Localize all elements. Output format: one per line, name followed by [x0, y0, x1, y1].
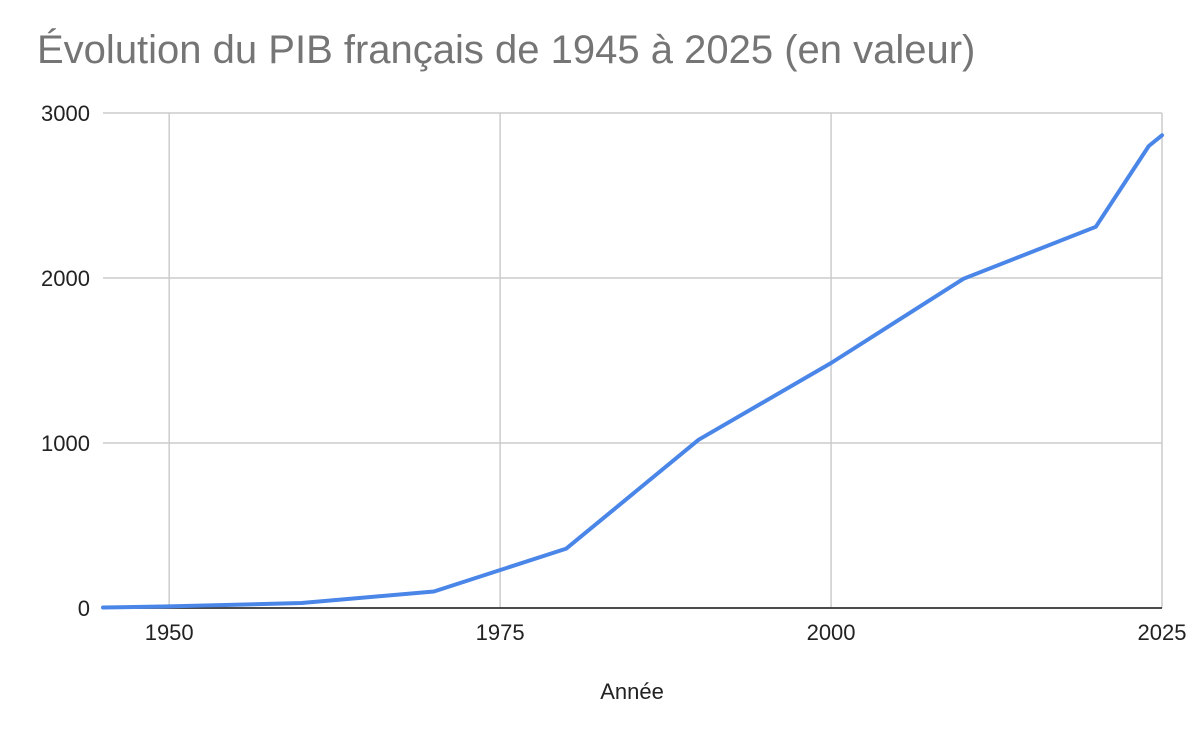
- chart-title: Évolution du PIB français de 1945 à 2025…: [37, 28, 976, 72]
- x-axis-title: Année: [600, 679, 664, 704]
- x-tick-label: 1950: [145, 620, 194, 645]
- y-tick-label: 1000: [41, 431, 90, 456]
- x-tick-label: 2025: [1138, 620, 1187, 645]
- x-tick-label: 1975: [476, 620, 525, 645]
- y-tick-label: 3000: [41, 101, 90, 126]
- x-tick-label: 2000: [807, 620, 856, 645]
- gridlines: [103, 112, 1163, 608]
- y-tick-label: 0: [78, 596, 90, 621]
- y-tick-label: 2000: [41, 266, 90, 291]
- series-line: [101, 133, 1164, 610]
- series-layer: [101, 133, 1164, 610]
- tick-labels: 0 1000 2000 3000 1950 1975 2000 2025: [41, 101, 1186, 645]
